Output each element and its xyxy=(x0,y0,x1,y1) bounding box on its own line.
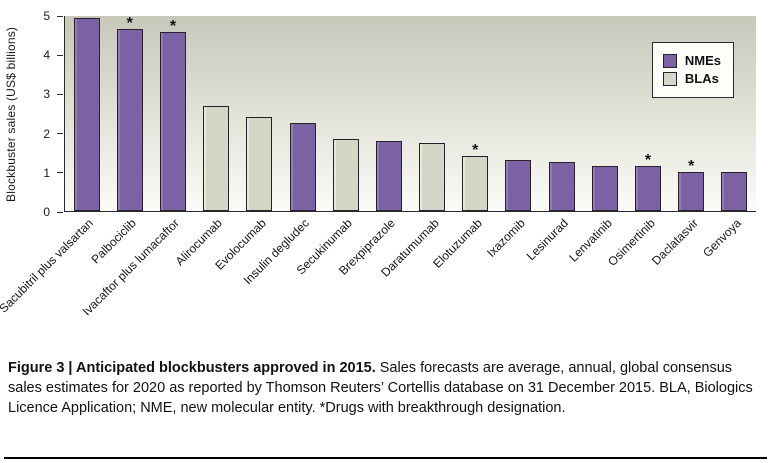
bar-secukinumab xyxy=(332,138,359,211)
bar-slot xyxy=(367,16,410,211)
bar-slot xyxy=(583,16,626,211)
bar-insulin-degludec xyxy=(289,123,316,211)
legend-label-bla: BLAs xyxy=(684,71,719,86)
bar-slot xyxy=(324,16,367,211)
bla-color-swatch xyxy=(662,71,677,86)
bar-lesinurad xyxy=(548,162,575,211)
bottom-rule xyxy=(4,457,767,459)
bar-daclatasvir xyxy=(678,172,705,211)
bars-container: * * * * * xyxy=(65,16,756,211)
plot-area: * * * * * NMEs BLAs xyxy=(64,16,756,212)
bar-brexpiprazole xyxy=(375,140,402,211)
bar-daratumumab xyxy=(419,142,446,211)
bar-slot xyxy=(195,16,238,211)
y-tick-label: 4 xyxy=(43,48,50,63)
bar-slot: * xyxy=(151,16,194,211)
y-tick-mark xyxy=(57,54,63,56)
bar-ixazomib xyxy=(505,160,532,211)
y-tick-label: 0 xyxy=(43,205,50,219)
x-axis-labels: Sacubitril plus valsartan Palbociclib Ivac… xyxy=(0,214,756,346)
bar-ivacaftor-plus-lumacaftor xyxy=(159,31,186,211)
breakthrough-asterisk: * xyxy=(169,17,177,35)
y-tick-label: 1 xyxy=(43,165,50,180)
bar-slot xyxy=(411,16,454,211)
bar-slot: * xyxy=(108,16,151,211)
bar-slot: * xyxy=(454,16,497,211)
breakthrough-asterisk: * xyxy=(688,158,695,175)
bar-slot xyxy=(65,16,108,211)
legend-item-nme: NMEs xyxy=(662,53,721,68)
caption-figure-number: Figure 3 | xyxy=(8,360,76,376)
y-tick-mark xyxy=(57,133,63,135)
nme-color-swatch xyxy=(662,53,677,68)
bar-slot xyxy=(238,16,281,211)
bar-slot xyxy=(540,16,583,211)
y-tick-mark xyxy=(57,15,63,17)
y-tick-label: 5 xyxy=(43,9,50,23)
y-tick-label: 2 xyxy=(43,126,50,141)
bar-slot xyxy=(281,16,324,211)
bar-slot: * xyxy=(670,16,713,211)
y-tick-mark xyxy=(57,211,63,213)
legend: NMEs BLAs xyxy=(651,42,734,98)
y-tick-mark xyxy=(57,172,63,174)
bar-alirocumab xyxy=(203,105,230,211)
bar-osimertinib xyxy=(635,166,662,211)
bar-slot xyxy=(713,16,756,211)
y-axis: 0 1 2 3 4 5 xyxy=(0,9,64,219)
legend-label-nme: NMEs xyxy=(684,53,721,68)
y-tick-mark xyxy=(57,93,63,95)
breakthrough-asterisk: * xyxy=(126,15,133,32)
bar-elotuzumab xyxy=(462,156,489,211)
bar-slot: * xyxy=(626,16,669,211)
bar-genvoya xyxy=(721,172,748,211)
caption-title: Anticipated blockbusters approved in 201… xyxy=(75,360,376,376)
bar-palbociclib xyxy=(116,29,143,211)
breakthrough-asterisk: * xyxy=(644,152,652,170)
y-tick-label: 3 xyxy=(43,87,50,102)
legend-item-bla: BLAs xyxy=(662,71,721,86)
figure-caption: Figure 3 | Anticipated blockbusters appr… xyxy=(8,358,765,418)
bar-sacubitril-plus-valsartan xyxy=(73,17,100,211)
bar-slot xyxy=(497,16,540,211)
bar-evolocumab xyxy=(246,117,273,211)
caption-body: Sales forecasts are average, annual, glo… xyxy=(8,360,753,416)
bar-lenvatinib xyxy=(591,166,618,211)
breakthrough-asterisk: * xyxy=(472,142,479,160)
